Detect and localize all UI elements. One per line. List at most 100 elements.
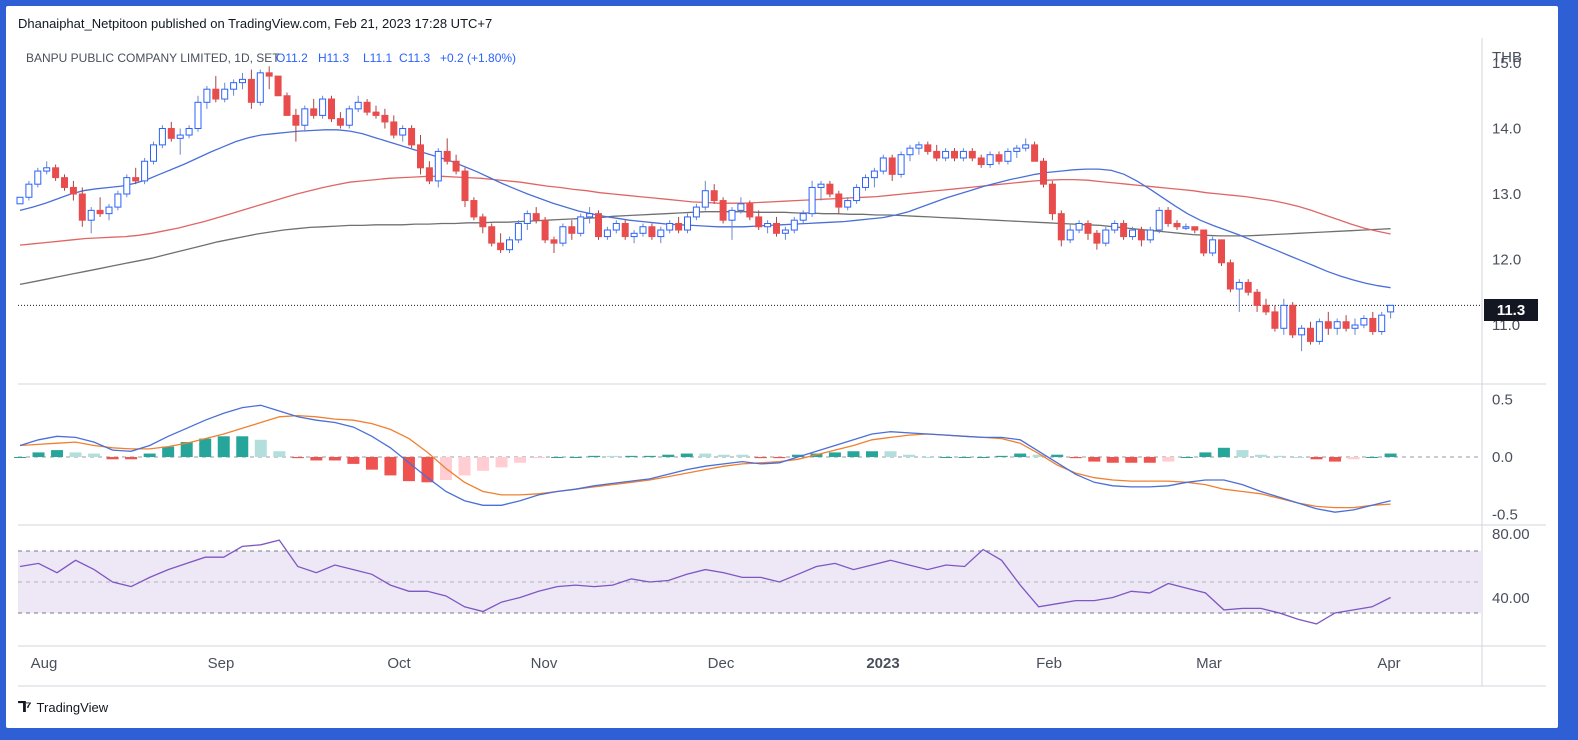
candle[interactable] xyxy=(158,125,166,149)
candle[interactable] xyxy=(43,161,51,175)
candle[interactable] xyxy=(1289,302,1297,339)
candle[interactable] xyxy=(292,108,300,142)
candle[interactable] xyxy=(1040,157,1047,188)
candle[interactable] xyxy=(808,180,816,217)
candle[interactable] xyxy=(194,95,202,132)
candle[interactable] xyxy=(52,164,60,181)
candle[interactable] xyxy=(283,92,291,116)
candle[interactable] xyxy=(719,197,727,224)
candle[interactable] xyxy=(132,167,140,185)
candle[interactable] xyxy=(657,226,665,244)
candle[interactable] xyxy=(710,184,718,204)
candle[interactable] xyxy=(34,167,42,188)
candle[interactable] xyxy=(408,125,416,149)
candle[interactable] xyxy=(621,220,629,240)
candle[interactable] xyxy=(1244,279,1252,296)
candle[interactable] xyxy=(675,216,683,234)
candle[interactable] xyxy=(363,99,371,116)
candle[interactable] xyxy=(61,174,68,191)
candle[interactable] xyxy=(1129,226,1136,240)
candle[interactable] xyxy=(1262,298,1270,316)
candle[interactable] xyxy=(150,141,157,165)
candle[interactable] xyxy=(639,223,647,237)
candle[interactable] xyxy=(354,95,362,113)
candle[interactable] xyxy=(986,151,994,168)
candle[interactable] xyxy=(1031,141,1039,162)
candle[interactable] xyxy=(1066,223,1074,244)
candle[interactable] xyxy=(221,82,229,103)
candle[interactable] xyxy=(853,184,861,204)
candle[interactable] xyxy=(247,69,255,109)
candle[interactable] xyxy=(1298,325,1306,352)
candle[interactable] xyxy=(381,108,389,129)
price-pane[interactable] xyxy=(16,66,1482,352)
candle[interactable] xyxy=(826,180,834,198)
candle[interactable] xyxy=(915,141,923,155)
candle[interactable] xyxy=(185,125,193,139)
macd-pane[interactable] xyxy=(14,404,1482,513)
candle[interactable] xyxy=(523,210,531,231)
candle[interactable] xyxy=(692,203,700,221)
candle[interactable] xyxy=(1271,305,1279,332)
candle[interactable] xyxy=(1378,311,1386,335)
candle[interactable] xyxy=(1324,311,1332,335)
candle[interactable] xyxy=(550,236,558,253)
candle[interactable] xyxy=(1360,315,1368,329)
candle[interactable] xyxy=(924,141,932,155)
candle[interactable] xyxy=(737,197,745,214)
candle[interactable] xyxy=(1307,321,1314,345)
candle[interactable] xyxy=(399,125,407,142)
candle[interactable] xyxy=(959,148,967,162)
candle[interactable] xyxy=(78,187,86,227)
candle[interactable] xyxy=(817,180,825,201)
candle[interactable] xyxy=(114,190,122,211)
candle[interactable] xyxy=(1369,311,1377,335)
candle[interactable] xyxy=(1209,236,1217,257)
candle[interactable] xyxy=(1120,220,1128,240)
candle[interactable] xyxy=(995,151,1003,165)
candle[interactable] xyxy=(977,154,985,168)
candle[interactable] xyxy=(1333,318,1341,335)
candle[interactable] xyxy=(648,223,656,240)
candle[interactable] xyxy=(1235,279,1243,312)
candle[interactable] xyxy=(256,69,264,106)
candle[interactable] xyxy=(1102,226,1110,247)
candle[interactable] xyxy=(1173,220,1181,231)
candle[interactable] xyxy=(167,121,175,142)
candle[interactable] xyxy=(105,203,113,221)
candle[interactable] xyxy=(16,196,24,205)
candle[interactable] xyxy=(87,207,95,234)
candle[interactable] xyxy=(1164,207,1172,227)
candle[interactable] xyxy=(906,144,914,162)
candle[interactable] xyxy=(603,226,611,240)
candle[interactable] xyxy=(541,216,549,244)
candle[interactable] xyxy=(506,236,513,253)
candle[interactable] xyxy=(310,99,318,119)
candle[interactable] xyxy=(123,174,131,198)
candle[interactable] xyxy=(1218,239,1225,267)
candle[interactable] xyxy=(951,148,958,162)
candle[interactable] xyxy=(1048,180,1056,221)
candle[interactable] xyxy=(1315,318,1323,345)
candle[interactable] xyxy=(25,180,33,201)
candle[interactable] xyxy=(773,216,780,237)
candle[interactable] xyxy=(595,210,602,240)
candle[interactable] xyxy=(1387,304,1395,319)
candle[interactable] xyxy=(212,76,220,103)
candle[interactable] xyxy=(799,210,807,224)
candle[interactable] xyxy=(888,154,896,181)
candle[interactable] xyxy=(1342,315,1350,332)
candle[interactable] xyxy=(1146,226,1154,244)
candle[interactable] xyxy=(666,220,674,234)
candle[interactable] xyxy=(1013,144,1021,158)
candle[interactable] xyxy=(434,148,442,188)
candle[interactable] xyxy=(835,190,843,214)
candle[interactable] xyxy=(755,210,763,231)
candle[interactable] xyxy=(1022,138,1030,152)
candle[interactable] xyxy=(141,157,149,185)
candle[interactable] xyxy=(764,220,772,234)
candle[interactable] xyxy=(203,85,211,109)
candle[interactable] xyxy=(497,233,505,253)
candle[interactable] xyxy=(1084,220,1092,240)
candle[interactable] xyxy=(781,226,789,240)
